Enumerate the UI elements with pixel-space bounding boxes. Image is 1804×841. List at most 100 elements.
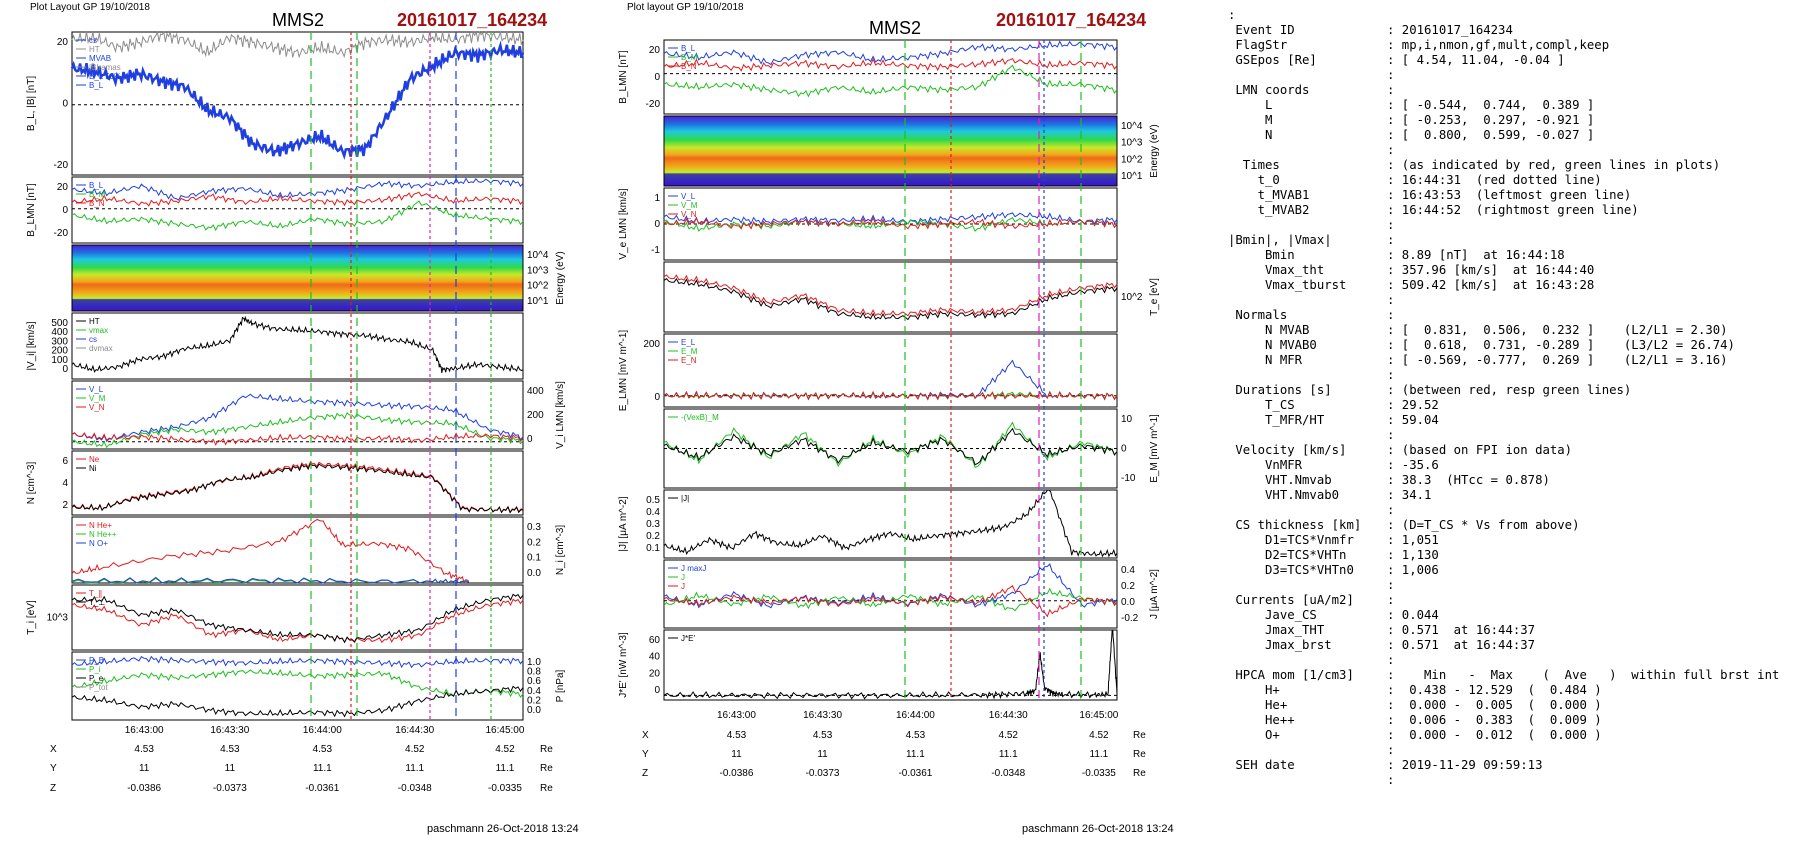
y-tick-label: 0.8 bbox=[527, 667, 541, 678]
summary-value: : bbox=[1387, 143, 1395, 157]
legend-entry: E_L bbox=[681, 338, 696, 347]
summary-row: L: [ -0.544, 0.744, 0.389 ] bbox=[1228, 98, 1798, 113]
right-coord-name: X bbox=[642, 730, 649, 741]
series-v-n bbox=[663, 216, 1118, 230]
y-tick-label: 200 bbox=[51, 346, 68, 357]
summary-value: : (based on FPI ion data) bbox=[1387, 443, 1573, 457]
summary-row: M: [ -0.253, 0.297, -0.921 ] bbox=[1228, 113, 1798, 128]
y-tick-label: 0.4 bbox=[646, 507, 660, 518]
summary-key: N MFR bbox=[1228, 353, 1303, 367]
legend-entry: Ni bbox=[89, 464, 97, 473]
left-coord-name: X bbox=[50, 744, 57, 755]
legend-entry: B_M bbox=[681, 53, 698, 62]
summary-key: VHT.Nmvab0 bbox=[1228, 488, 1340, 502]
summary-value: : 16:44:31 (red dotted line) bbox=[1387, 173, 1602, 187]
right-plot-label: Plot layout GP 19/10/2018 bbox=[627, 2, 744, 13]
legend-entry: cs bbox=[89, 335, 97, 344]
series-t-perp bbox=[71, 593, 524, 644]
right-coord-value: -0.0348 bbox=[991, 768, 1025, 779]
y-tick-label: 0.2 bbox=[527, 695, 541, 706]
y-tick-label: 0 bbox=[654, 219, 660, 230]
series-e-m bbox=[663, 421, 1118, 469]
legend-entry: P_tot bbox=[89, 683, 108, 692]
left-event-title: 20161017_164234 bbox=[397, 10, 547, 30]
right-coord-value: 11.1 bbox=[1090, 749, 1109, 760]
left-coord-unit: Re bbox=[540, 783, 553, 794]
summary-key: Vmax_tburst bbox=[1228, 278, 1347, 292]
right-coord-value: 4.53 bbox=[906, 730, 926, 741]
y-tick-label: 0.2 bbox=[527, 537, 541, 548]
summary-value: : bbox=[1387, 233, 1395, 247]
summary-value: : bbox=[1387, 218, 1395, 232]
series-v-n bbox=[71, 432, 524, 446]
y-tick-label: 200 bbox=[643, 339, 660, 350]
legend-entry: P_B bbox=[89, 656, 104, 665]
summary-value: : 2019-11-29 09:59:13 bbox=[1387, 758, 1543, 772]
summary-row: Durations [s]: (between red, resp green … bbox=[1228, 383, 1798, 398]
legend-entry: Ne bbox=[89, 455, 100, 464]
event-summary: : Event ID: 20161017_164234 FlagStr: mp,… bbox=[1228, 8, 1798, 788]
summary-row: D2=TCS*VHTn: 1,130 bbox=[1228, 548, 1798, 563]
summary-row: GSEpos [Re]: [ 4.54, 11.04, -0.04 ] bbox=[1228, 53, 1798, 68]
y-tick-label: 0.2 bbox=[646, 531, 660, 542]
summary-value: : 38.3 (HTcc = 0.878) bbox=[1387, 473, 1550, 487]
series--v-i- bbox=[71, 315, 524, 374]
summary-row: N: [ 0.800, 0.599, -0.027 ] bbox=[1228, 128, 1798, 143]
right-panel-5: 200 0 E_LMN [mV m^-1] E_LE_ME_N bbox=[618, 330, 1118, 411]
y-tick-label: 0.2 bbox=[1121, 581, 1135, 592]
summary-value: : 0.571 at 16:44:37 bbox=[1387, 638, 1536, 652]
summary-row: Event ID: 20161017_164234 bbox=[1228, 23, 1798, 38]
left-footer: paschmann 26-Oct-2018 13:24 bbox=[427, 823, 579, 835]
right-time-tick-label: 16:44:30 bbox=[989, 710, 1028, 721]
legend-entry: B_L 50% bbox=[89, 72, 121, 81]
series--j- bbox=[663, 489, 1118, 558]
summary-key: CS thickness [km] bbox=[1228, 518, 1362, 532]
summary-row: : bbox=[1228, 293, 1798, 308]
legend-entry: vmax bbox=[89, 326, 108, 335]
summary-row: : bbox=[1228, 503, 1798, 518]
summary-key: He++ bbox=[1228, 713, 1295, 727]
summary-key: Jave_CS bbox=[1228, 608, 1317, 622]
legend-entry: B_N bbox=[89, 199, 105, 208]
summary-value: : 0.438 - 12.529 ( 0.484 ) bbox=[1387, 683, 1602, 697]
summary-row: : bbox=[1228, 743, 1798, 758]
right-time-tick-label: 16:44:00 bbox=[896, 710, 935, 721]
y-tick-label: 10^2 bbox=[1121, 292, 1143, 303]
legend-entry: V_M bbox=[89, 394, 106, 403]
y-tick-label: 0.6 bbox=[527, 676, 541, 687]
summary-key: D1=TCS*Vnmfr bbox=[1228, 533, 1354, 547]
right-panel-2: 10^4 10^3 10^2 10^1 Energy (eV) bbox=[663, 115, 1160, 187]
summary-row: Vmax_tht: 357.96 [km/s] at 16:44:40 bbox=[1228, 263, 1798, 278]
summary-row: T_MFR/HT: 59.04 bbox=[1228, 413, 1798, 428]
series-ne bbox=[71, 460, 523, 514]
summary-value: : (as indicated by red, green lines in p… bbox=[1387, 158, 1721, 172]
left-time-tick-label: 16:44:30 bbox=[395, 725, 434, 736]
summary-value: : bbox=[1387, 653, 1395, 667]
left-time-tick-label: 16:44:00 bbox=[303, 725, 342, 736]
summary-row: HPCA mom [1/cm3]: Min - Max ( Ave ) with… bbox=[1228, 668, 1798, 683]
right-panel-3: 1 0 -1 V_e LMN [km/s] V_LV_MV_N bbox=[618, 187, 1118, 261]
summary-value: : 357.96 [km/s] at 16:44:40 bbox=[1387, 263, 1595, 277]
y-axis-label: J [μA m^-2] bbox=[1149, 569, 1160, 619]
summary-value: : 0.006 - 0.383 ( 0.009 ) bbox=[1387, 713, 1602, 727]
panel-frame bbox=[663, 559, 1118, 629]
legend-entry: MVAB bbox=[89, 54, 111, 63]
summary-key: Jmax_brst bbox=[1228, 638, 1332, 652]
right-time-tick-label: 16:43:30 bbox=[803, 710, 842, 721]
panel-frame bbox=[71, 651, 524, 721]
series-v-l bbox=[71, 393, 524, 443]
summary-row: CS thickness [km]: (D=T_CS * Vs from abo… bbox=[1228, 518, 1798, 533]
right-time-tick-label: 16:45:00 bbox=[1079, 710, 1118, 721]
right-coord-unit: Re bbox=[1133, 768, 1146, 779]
summary-value: : bbox=[1387, 428, 1395, 442]
legend-entry: J*E' bbox=[681, 634, 695, 643]
plot-canvas: Plot Layout GP 19/10/2018 MMS2 20161017_… bbox=[26, 2, 1174, 835]
series-j-n bbox=[663, 585, 1118, 618]
summary-row: t_0: 16:44:31 (red dotted line) bbox=[1228, 173, 1798, 188]
y-axis-label: N [cm^-3] bbox=[26, 462, 37, 505]
left-coord-name: Y bbox=[50, 763, 57, 774]
y-tick-label: 40 bbox=[649, 652, 661, 663]
legend-entry: B_M bbox=[89, 190, 106, 199]
